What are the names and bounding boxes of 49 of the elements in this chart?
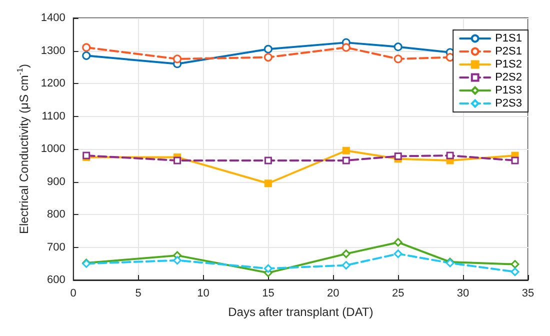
point <box>394 54 402 64</box>
point <box>264 180 272 188</box>
point <box>173 54 182 64</box>
x-tick-label: 15 <box>262 288 274 300</box>
point <box>394 152 402 160</box>
point <box>264 44 272 54</box>
x-tick-label: 35 <box>522 288 534 300</box>
y-tick-label: 1200 <box>40 78 66 90</box>
point <box>342 43 350 52</box>
point <box>264 53 272 62</box>
x-tick-label: 20 <box>327 288 340 300</box>
point <box>394 238 402 247</box>
point <box>173 256 182 265</box>
legend-label: P2S1 <box>495 46 522 58</box>
point <box>82 43 91 52</box>
point <box>511 156 519 164</box>
y-tick-label: 1300 <box>40 44 66 57</box>
point <box>264 156 272 164</box>
point <box>342 261 350 270</box>
x-tick-label: 30 <box>456 288 470 300</box>
y-tick-label: 800 <box>47 208 66 220</box>
point <box>342 250 350 258</box>
legend-label: P1S2 <box>495 58 522 70</box>
point <box>510 268 520 276</box>
y-tick-label: 700 <box>47 241 66 254</box>
point <box>264 264 272 273</box>
x-tick-label: 5 <box>135 288 142 300</box>
y-tick-label: 1000 <box>40 143 66 155</box>
legend-label: P2S2 <box>495 72 522 84</box>
legend-label: P1S3 <box>495 84 522 96</box>
y-tick-label: 900 <box>47 176 66 188</box>
x-tick-label: 0 <box>70 288 76 300</box>
y-axis-title: Electrical Conductivity (μS cm-1) <box>16 64 31 234</box>
y-tick-label: 1400 <box>40 12 66 24</box>
legend-label: P1S1 <box>495 32 522 44</box>
x-axis-title: Days after transplant (DAT) <box>228 305 374 319</box>
point <box>342 146 350 154</box>
point <box>394 250 402 258</box>
point <box>446 152 454 160</box>
y-tick-label: 600 <box>47 274 66 286</box>
x-tick-label: 10 <box>197 288 210 300</box>
y-tick-label: 1100 <box>42 110 66 122</box>
point <box>82 51 91 60</box>
point <box>174 156 182 164</box>
point <box>342 156 350 164</box>
x-tick-label: 25 <box>392 288 404 300</box>
point <box>394 42 402 52</box>
legend-label: P2S3 <box>495 98 522 110</box>
point <box>510 260 520 269</box>
